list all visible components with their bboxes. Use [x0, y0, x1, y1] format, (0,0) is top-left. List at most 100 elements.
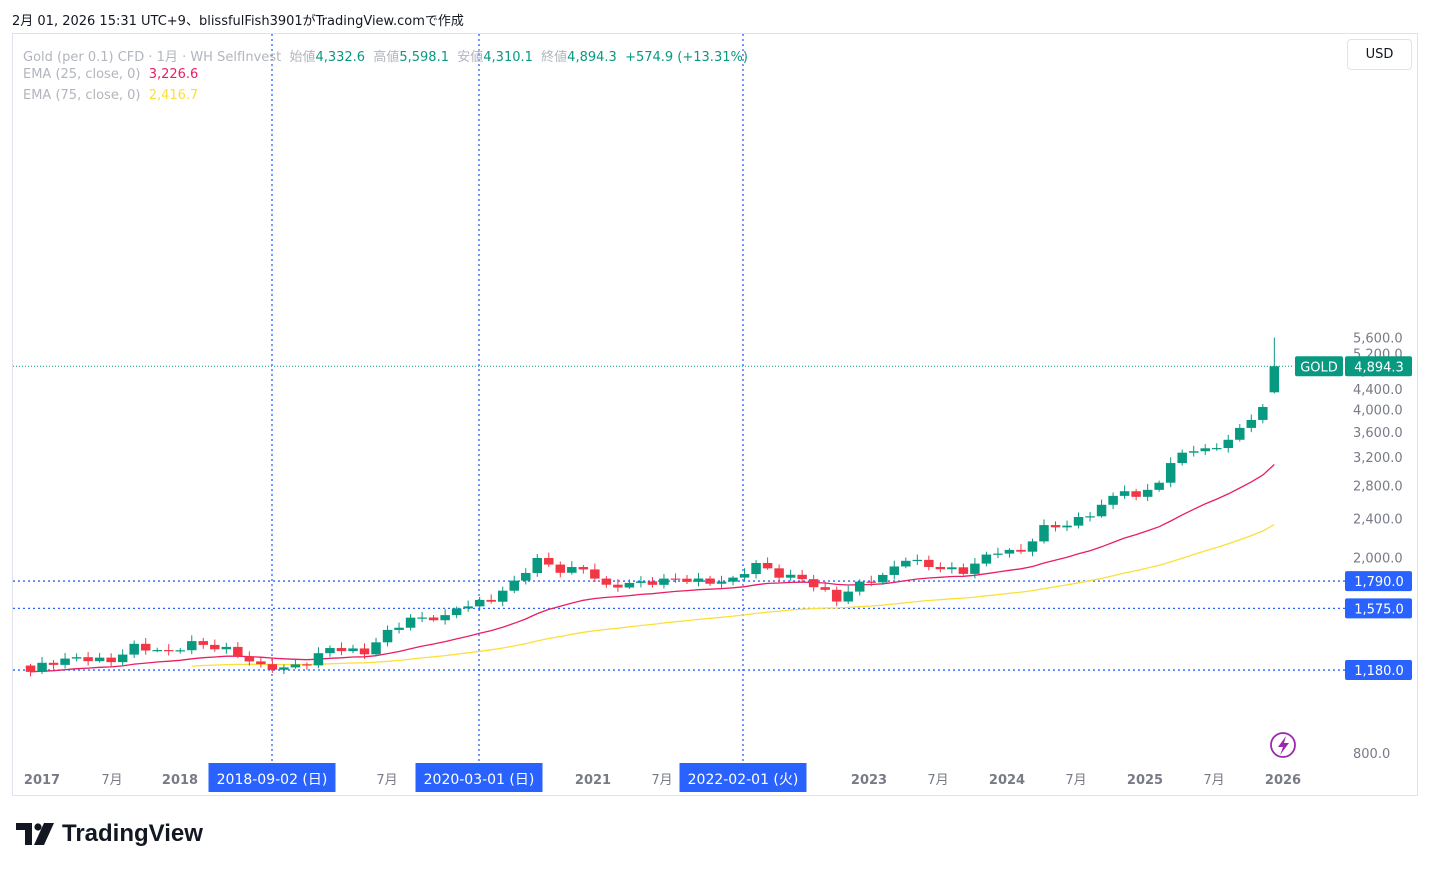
ema25-legend[interactable]: EMA (25, close, 0) 3,226.6 [23, 67, 198, 82]
candle [60, 652, 70, 669]
candle [1096, 499, 1107, 518]
x-tick-label: 2026 [1265, 773, 1301, 788]
candle-body [163, 650, 174, 652]
candle-body [820, 587, 830, 590]
candle [912, 554, 923, 566]
candle [1177, 449, 1187, 466]
low-value: 4,310.1 [483, 50, 533, 65]
candle [636, 576, 646, 588]
candle [555, 561, 566, 578]
candle-body [958, 567, 969, 574]
candle-body [578, 567, 589, 570]
candle [716, 575, 727, 588]
candle-body [117, 654, 128, 663]
candle [797, 570, 807, 583]
candle-body [210, 644, 220, 650]
candle [601, 576, 612, 588]
candle-body [647, 581, 658, 585]
candle [1235, 423, 1245, 442]
candle-body [1062, 525, 1072, 528]
candles-group [25, 337, 1280, 677]
candle-body [1142, 489, 1153, 497]
open-value: 4,332.6 [315, 50, 366, 65]
date-label-box [415, 763, 543, 792]
candle [233, 642, 243, 659]
candle-body [1004, 549, 1015, 554]
candle-body [1073, 517, 1084, 526]
candle-body [198, 641, 209, 645]
candle [670, 573, 681, 583]
candle-body [348, 648, 358, 652]
symbol-legend: Gold (per 0.1) CFD · 1月 · WH SelfInvest … [23, 46, 748, 65]
candle [1108, 492, 1118, 510]
x-tick-label: 7月 [1203, 773, 1224, 788]
close-label: 終値 [541, 50, 568, 65]
candle-body [1016, 549, 1026, 552]
candle-body [970, 563, 980, 574]
candle-body [567, 567, 577, 573]
candle-body [762, 562, 773, 569]
candle-body [129, 643, 139, 655]
candle-body [313, 653, 324, 666]
candle [152, 647, 162, 653]
candle-body [1188, 451, 1199, 453]
x-tick-label: 7月 [376, 773, 397, 788]
candle [520, 568, 531, 585]
candle-body [1246, 419, 1257, 428]
candle [1119, 485, 1130, 499]
candle [878, 572, 888, 585]
candle [405, 614, 416, 631]
candle [106, 653, 116, 667]
candle-body [705, 578, 715, 584]
candle-body [37, 662, 47, 672]
candle [958, 563, 969, 576]
candle [71, 653, 82, 662]
candle-body [244, 656, 255, 662]
candle [129, 640, 139, 658]
candle [175, 648, 185, 654]
candle-body [935, 566, 946, 570]
symbol-name[interactable]: Gold (per 0.1) CFD · 1月 · WH SelfInvest [23, 50, 282, 65]
ema75-legend[interactable]: EMA (75, close, 0) 2,416.7 [23, 88, 198, 103]
candle [1062, 520, 1072, 531]
open-label: 始値 [289, 50, 316, 65]
x-tick-label: 2018 [162, 773, 198, 788]
candle [1165, 457, 1176, 488]
ema75-value: 2,416.7 [148, 88, 199, 103]
candle [163, 644, 174, 656]
candle [440, 609, 450, 625]
chart-created-header: 2月 01, 2026 15:31 UTC+9、blissfulFish3901… [12, 14, 464, 29]
price-label: 1,790.0 [1354, 575, 1404, 590]
candle-body [728, 577, 738, 582]
y-tick-label: 4,000.0 [1353, 403, 1403, 418]
candle [1258, 404, 1268, 424]
candle-body [1085, 516, 1095, 518]
y-tick-label: 5,600.0 [1353, 332, 1403, 347]
date-label: 2018-09-02 (日) [217, 772, 328, 788]
candle-body [1269, 366, 1280, 393]
tradingview-logo[interactable]: TradingView [16, 820, 203, 848]
candle-body [152, 650, 162, 652]
y-tick-label: 3,600.0 [1353, 426, 1403, 441]
candle-body [1096, 504, 1107, 517]
candle [1073, 512, 1084, 529]
price-label: 1,180.0 [1354, 664, 1404, 679]
candle-body [1119, 491, 1130, 496]
x-tick-label: 2025 [1127, 773, 1163, 788]
low-label: 安値 [457, 50, 484, 65]
candle [1131, 488, 1141, 501]
candle [451, 606, 462, 619]
candle-body [889, 566, 900, 575]
candle [94, 652, 105, 663]
candle-body [417, 617, 427, 619]
candle-body [613, 584, 623, 588]
candle [382, 625, 393, 647]
candle [1188, 445, 1199, 457]
candle [981, 551, 992, 567]
ema25-label: EMA (25, close, 0) [23, 67, 141, 82]
candle-body [866, 581, 876, 583]
currency-button[interactable]: USD [1347, 39, 1412, 70]
candle [935, 562, 946, 573]
x-tick-label: 7月 [651, 773, 672, 788]
